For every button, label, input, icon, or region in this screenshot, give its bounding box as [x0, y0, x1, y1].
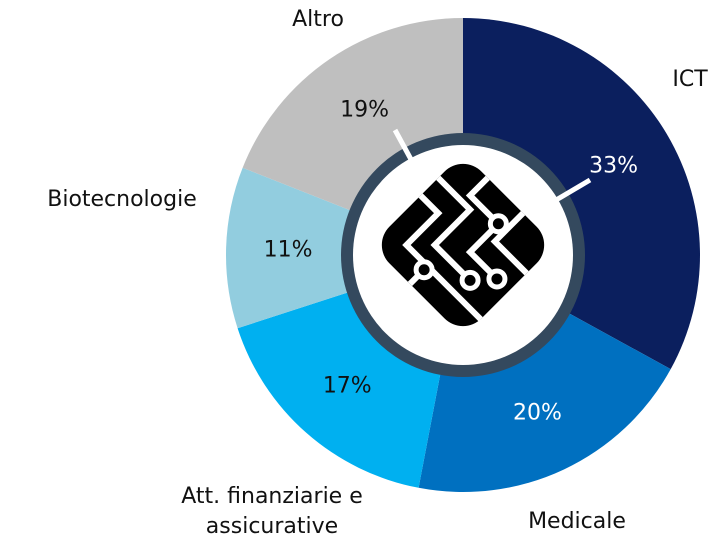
value-label: 20% [513, 400, 562, 426]
value-label: 11% [263, 237, 313, 262]
value-label: 33% [589, 153, 639, 179]
category-label: Medicale [528, 509, 626, 534]
value-label: 17% [322, 373, 372, 399]
category-label: Altro [292, 7, 344, 32]
category-label: ICT [672, 67, 708, 92]
category-label: Biotecnologie [47, 187, 197, 212]
category-label: Att. finanziarie e assicurative [181, 484, 363, 539]
icon [381, 163, 545, 327]
value-label: 19% [340, 97, 390, 123]
